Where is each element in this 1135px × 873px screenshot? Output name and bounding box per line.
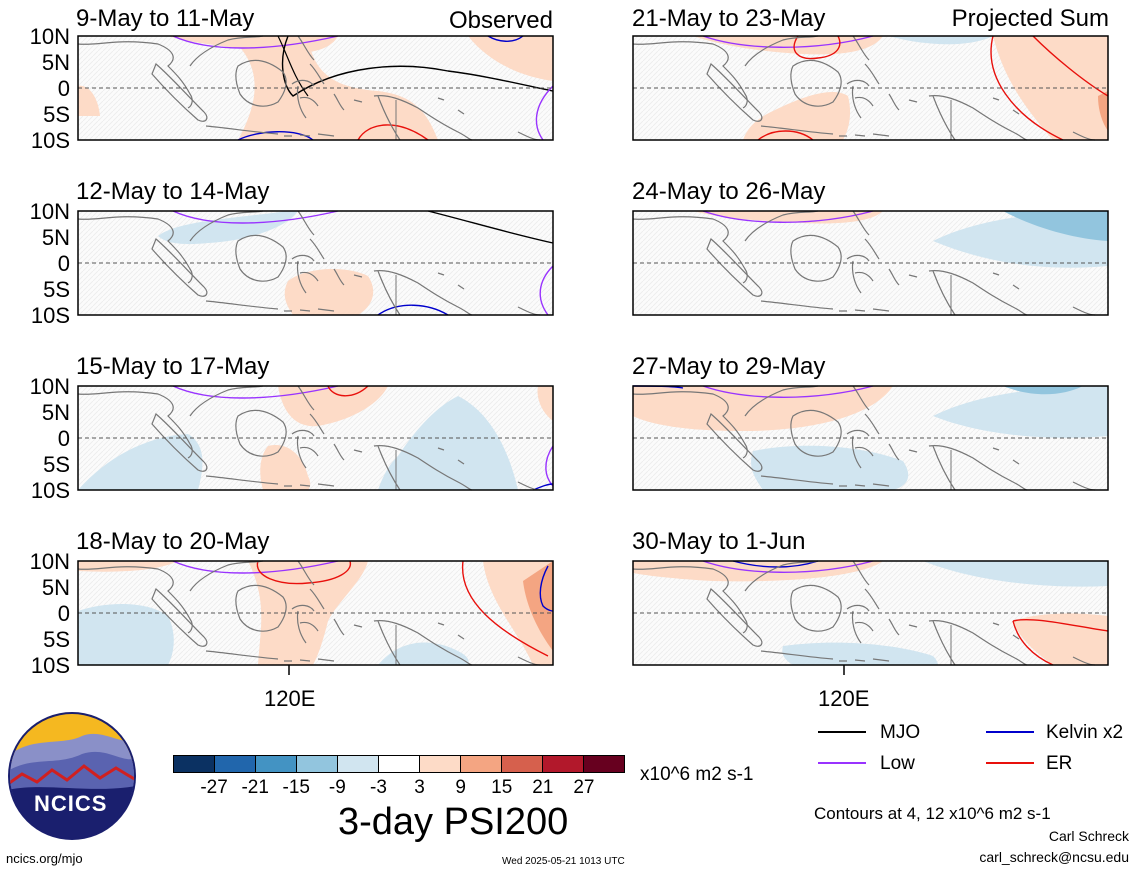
lat-label: 5N [41, 50, 70, 75]
legend-label-low: Low [880, 753, 915, 774]
author-email[interactable]: carl_schreck@ncsu.edu [979, 849, 1129, 865]
lon-label-right: 120E [818, 686, 870, 711]
colorbar-swatch [297, 756, 338, 772]
panel-map-4 [77, 560, 554, 666]
lat-label: 10S [30, 478, 70, 503]
colorbar [173, 755, 625, 773]
colorbar-tick-label: 15 [491, 777, 513, 798]
colorbar-swatch [543, 756, 584, 772]
panel-map-8 [632, 560, 1109, 666]
legend-label-mjo: MJO [880, 722, 921, 743]
legend-label-er: ER [1046, 753, 1073, 774]
lat-label: 0 [57, 76, 70, 101]
panel-title-1: 9-May to 11-May [76, 5, 255, 32]
lat-label: 5S [43, 452, 70, 477]
lat-label: 10N [29, 374, 70, 399]
timestamp: Wed 2025-05-21 1013 UTC [502, 856, 625, 867]
colorbar-tick-label: 27 [573, 777, 595, 798]
colorbar-swatch [174, 756, 215, 772]
colorbar-tick-label: -27 [200, 777, 228, 798]
logo-text: NCICS [34, 791, 108, 816]
contour-note: Contours at 4, 12 x10^6 m2 s-1 [814, 804, 1051, 823]
panel-title-7: 27-May to 29-May [632, 353, 826, 380]
legend-line-kelvin [986, 731, 1034, 733]
lat-label: 10N [29, 549, 70, 574]
author-name: Carl Schreck [1048, 828, 1129, 844]
colorbar-tick-label: -15 [282, 777, 310, 798]
colorbar-tick-label: -21 [241, 777, 269, 798]
panel-map-2 [77, 210, 554, 316]
lat-label: 10N [29, 199, 70, 224]
colorbar-tick-label: -9 [328, 777, 346, 798]
colorbar-swatch [461, 756, 502, 772]
panel-title-6: 24-May to 26-May [632, 178, 826, 205]
lat-label: 10S [30, 128, 70, 153]
panel-title-5: 21-May to 23-May [632, 5, 826, 32]
panel-title-3: 15-May to 17-May [76, 353, 270, 380]
lat-label: 5S [43, 277, 70, 302]
colorbar-swatch [379, 756, 420, 772]
panel-title-8: 30-May to 1-Jun [632, 528, 806, 555]
lat-label: 10S [30, 653, 70, 678]
lat-label: 5N [41, 575, 70, 600]
observed-label: Observed [448, 7, 553, 34]
legend-label-kelvin: Kelvin x2 [1046, 722, 1124, 743]
panel-map-1 [77, 35, 554, 141]
panel-title-4: 18-May to 20-May [76, 528, 270, 555]
lat-label: 0 [57, 426, 70, 451]
legend-line-er [986, 762, 1034, 764]
website-link[interactable]: ncics.org/mjo [6, 851, 83, 866]
colorbar-swatch [584, 756, 624, 772]
lat-label: 5N [41, 400, 70, 425]
projected-sum-label: Projected Sum [951, 5, 1109, 32]
colorbar-swatch [420, 756, 461, 772]
panel-map-3 [77, 385, 554, 491]
lon-label-left: 120E [264, 686, 316, 711]
colorbar-swatch [256, 756, 297, 772]
ncics-logo [8, 712, 136, 840]
panel-map-6 [632, 210, 1109, 316]
colorbar-tick-label: -3 [370, 777, 387, 798]
lat-label: 10N [29, 24, 70, 49]
colorbar-tick-label: 9 [455, 777, 466, 798]
colorbar-tick-label: 3 [414, 777, 425, 798]
lat-label: 5S [43, 102, 70, 127]
colorbar-tick-label: 21 [532, 777, 554, 798]
lat-label: 5S [43, 627, 70, 652]
lat-label: 10S [30, 303, 70, 328]
lat-label: 0 [57, 601, 70, 626]
colorbar-swatch [215, 756, 256, 772]
plot-title: 3-day PSI200 [338, 801, 569, 843]
colorbar-swatch [338, 756, 379, 772]
legend-line-mjo [818, 731, 866, 733]
lat-label: 5N [41, 225, 70, 250]
legend-line-low [818, 762, 866, 764]
lat-label: 0 [57, 251, 70, 276]
panel-map-5 [632, 35, 1109, 141]
panel-map-7 [632, 385, 1109, 491]
colorbar-units: x10^6 m2 s-1 [640, 764, 754, 785]
colorbar-swatch [502, 756, 543, 772]
panel-title-2: 12-May to 14-May [76, 178, 270, 205]
